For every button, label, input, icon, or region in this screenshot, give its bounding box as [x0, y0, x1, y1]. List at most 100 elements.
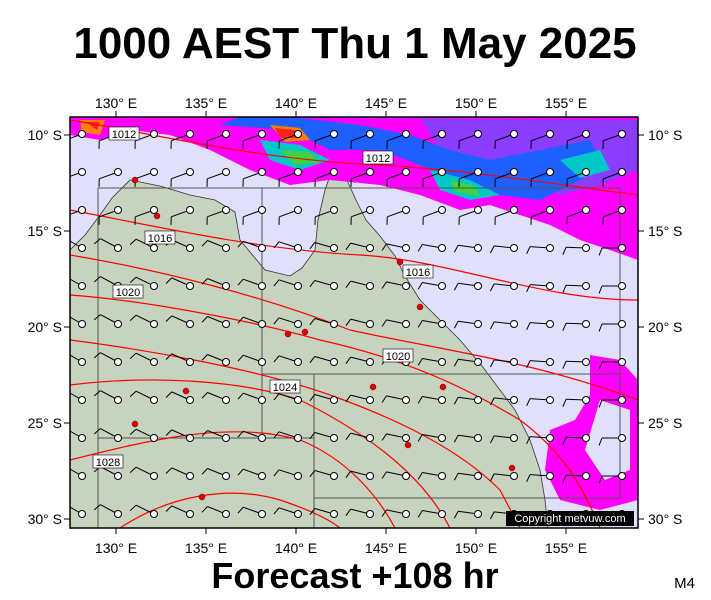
barb-feather	[201, 240, 208, 247]
barb-station	[438, 472, 446, 480]
isobar-label-box	[362, 150, 394, 165]
barb-station	[258, 434, 266, 442]
barb-station	[438, 510, 446, 518]
barb-station	[78, 244, 86, 252]
barb-station	[114, 396, 122, 404]
barb-feather	[273, 279, 280, 287]
barb-station	[510, 434, 518, 442]
barb-feather	[129, 390, 137, 398]
barb-station	[78, 130, 86, 138]
barb-station	[150, 434, 158, 442]
barb-feather	[273, 469, 280, 477]
barb-station	[114, 358, 122, 366]
barb-station	[294, 396, 302, 404]
barb-station	[510, 320, 518, 328]
barb-feather	[273, 355, 280, 363]
barb-feather	[273, 393, 280, 401]
barb-feather	[490, 473, 495, 482]
barb-station	[186, 396, 194, 404]
barb-station	[474, 510, 482, 518]
barb-station	[618, 168, 626, 176]
barb-station	[366, 396, 374, 404]
barb-feather	[165, 353, 173, 360]
isobar-label-box	[112, 284, 144, 299]
barb-feather	[598, 399, 603, 408]
barb-feather	[201, 468, 208, 475]
barb-feather	[453, 434, 459, 443]
barb-station	[402, 130, 410, 138]
barb-station	[114, 320, 122, 328]
isobar-label-box	[382, 348, 414, 363]
barb-station	[186, 206, 194, 214]
barb-feather	[58, 276, 64, 281]
map-title: 1000 AEST Thu 1 May 2025	[73, 19, 636, 68]
graticule-labels: 130° E 130° E 135° E 135° E 140° E 140° E 145°…	[28, 95, 683, 556]
barb-feather	[417, 434, 423, 442]
barb-feather	[453, 510, 459, 519]
barb-station	[438, 282, 446, 290]
barb-station	[222, 130, 230, 138]
barb-station	[222, 206, 230, 214]
barb-station	[582, 434, 590, 442]
barb-station	[150, 168, 158, 176]
barb-feather	[345, 280, 352, 288]
barb-feather	[526, 436, 531, 445]
barb-feather	[93, 390, 101, 397]
barb-feather	[165, 315, 173, 322]
barb-feather	[273, 431, 280, 439]
barb-feather	[453, 358, 459, 367]
barb-feather	[345, 394, 352, 402]
barb-station	[114, 472, 122, 480]
barb-station	[294, 244, 302, 252]
isobar-label: 1020	[116, 287, 140, 299]
barb-station	[330, 244, 338, 252]
barb-station	[366, 510, 374, 518]
barb-feather	[453, 472, 459, 481]
barb-feather	[417, 358, 423, 366]
barb-station	[402, 396, 410, 404]
barb-station	[510, 396, 518, 404]
barb-station	[546, 320, 554, 328]
lat-label-left: 20° S	[28, 319, 62, 335]
barb-feather	[381, 319, 387, 327]
barb-station	[474, 206, 482, 214]
isobar-label-box	[144, 230, 176, 245]
barb-station	[474, 320, 482, 328]
copyright: Copyright metvuw.com	[514, 513, 625, 525]
lat-label-left: 10° S	[28, 127, 62, 143]
barb-feather	[58, 390, 64, 395]
barb-feather	[165, 277, 173, 284]
barb-feather	[93, 314, 101, 321]
barb-station	[366, 282, 374, 290]
barb-station	[186, 434, 194, 442]
barb-feather	[93, 276, 101, 283]
barb-station	[618, 206, 626, 214]
barb-station	[474, 434, 482, 442]
map-area: 1012 1012 1016 1016 1020 1020 1024 1028 Copyrig…	[58, 117, 638, 528]
barb-station	[258, 244, 266, 252]
barb-station	[114, 434, 122, 442]
barb-station	[438, 320, 446, 328]
barb-station	[330, 168, 338, 176]
barb-station	[294, 206, 302, 214]
barb-station	[294, 358, 302, 366]
barb-station	[366, 472, 374, 480]
isobar-label-box	[108, 126, 140, 141]
barb-station	[78, 320, 86, 328]
barb-station	[222, 510, 230, 518]
lat-label-right: 20° S	[648, 319, 682, 335]
barb-station	[150, 244, 158, 252]
cities	[131, 176, 516, 501]
lon-label-top: 155° E	[545, 95, 587, 111]
barb-feather	[490, 245, 495, 254]
isobar-label-box	[92, 454, 124, 469]
barb-station	[474, 282, 482, 290]
barb-station	[618, 130, 626, 138]
lat-label-left: 30° S	[28, 511, 62, 527]
barb-station	[294, 472, 302, 480]
barb-feather	[237, 240, 244, 248]
isobar-labels: 1012 1012 1016 1016 1020 1020 1024 1028	[92, 126, 434, 469]
barb-feather	[345, 470, 352, 478]
lon-label-top: 140° E	[275, 95, 317, 111]
barb-feather	[237, 392, 244, 400]
